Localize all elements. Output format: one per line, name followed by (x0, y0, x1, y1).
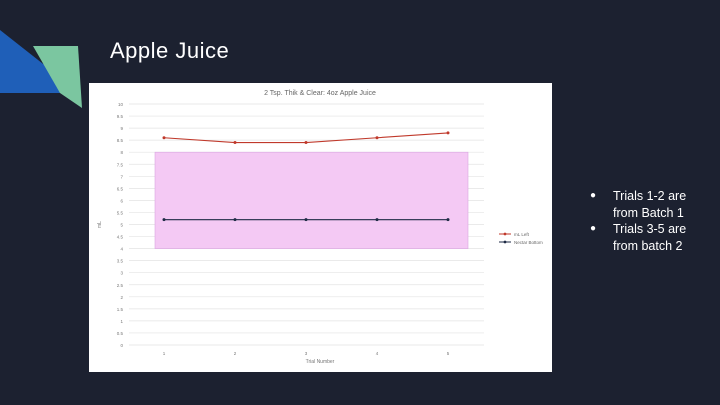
data-point (304, 218, 308, 222)
x-tick-label: 5 (447, 351, 450, 356)
x-tick-label: 4 (376, 351, 379, 356)
data-point (304, 141, 308, 145)
y-axis-label: mL (97, 221, 103, 228)
bullet-item: ● Trials 1-2 are from Batch 1 (590, 189, 687, 220)
y-tick-label: 0 (120, 343, 123, 348)
data-point (446, 131, 450, 135)
y-tick-label: 4.5 (117, 235, 124, 240)
y-tick-label: 5 (120, 223, 123, 228)
y-tick-label: 9.5 (117, 114, 124, 119)
chart-panel: 2 Tsp. Thik & Clear: 4oz Apple Juice 0 0.5… (89, 83, 552, 372)
range-band (154, 151, 469, 249)
corner-decoration (0, 30, 82, 108)
bullet-dot-icon: ● (590, 190, 597, 201)
x-tick-label: 3 (305, 351, 308, 356)
data-point (446, 218, 450, 222)
data-point (162, 218, 166, 222)
y-tick-label: 2 (120, 295, 123, 300)
data-point (375, 218, 379, 222)
chart-title: 2 Tsp. Thik & Clear: 4oz Apple Juice (264, 90, 376, 97)
y-tick-label: 9 (120, 126, 123, 131)
y-tick-label: 8 (120, 150, 123, 155)
data-point (233, 218, 237, 222)
y-tick-label: 10 (118, 102, 124, 107)
y-tick-label: 8.5 (117, 138, 124, 143)
y-tick-label: 4 (120, 247, 123, 252)
legend-label: Nectar Bottom (514, 240, 543, 245)
y-tick-label: 7 (120, 174, 123, 179)
line-chart: 2 Tsp. Thik & Clear: 4oz Apple Juice 0 0.5… (97, 90, 543, 365)
y-tick-label: 1.5 (117, 307, 124, 312)
bullet-item: ● Trials 3-5 are from batch 2 (590, 222, 687, 253)
legend-swatch-marker (503, 232, 507, 236)
y-tick-label: 5.5 (117, 210, 124, 215)
y-tick-label: 6.5 (117, 186, 124, 191)
slide-title: Apple Juice (110, 38, 230, 63)
y-tick-label: 6 (120, 198, 123, 203)
data-point (233, 141, 237, 145)
data-point (375, 136, 379, 140)
legend-swatch-marker (503, 240, 507, 244)
y-tick-label: 7.5 (117, 162, 124, 167)
bullet-dot-icon: ● (590, 223, 597, 234)
corner-green-shape (33, 46, 82, 108)
data-point (162, 136, 166, 140)
legend-label: mL Left (514, 232, 530, 237)
x-tick-label: 1 (163, 351, 166, 356)
y-tick-label: 3 (120, 271, 123, 276)
x-axis-label: Trial Number (306, 359, 335, 365)
y-tick-label: 1 (120, 319, 123, 324)
y-tick-label: 3.5 (117, 259, 124, 264)
bullet-list: ● Trials 1-2 are from Batch 1 ● Trials 3-5… (588, 188, 708, 254)
y-tick-label: 0.5 (117, 331, 124, 336)
x-tick-label: 2 (234, 351, 237, 356)
y-tick-label: 2.5 (117, 283, 124, 288)
